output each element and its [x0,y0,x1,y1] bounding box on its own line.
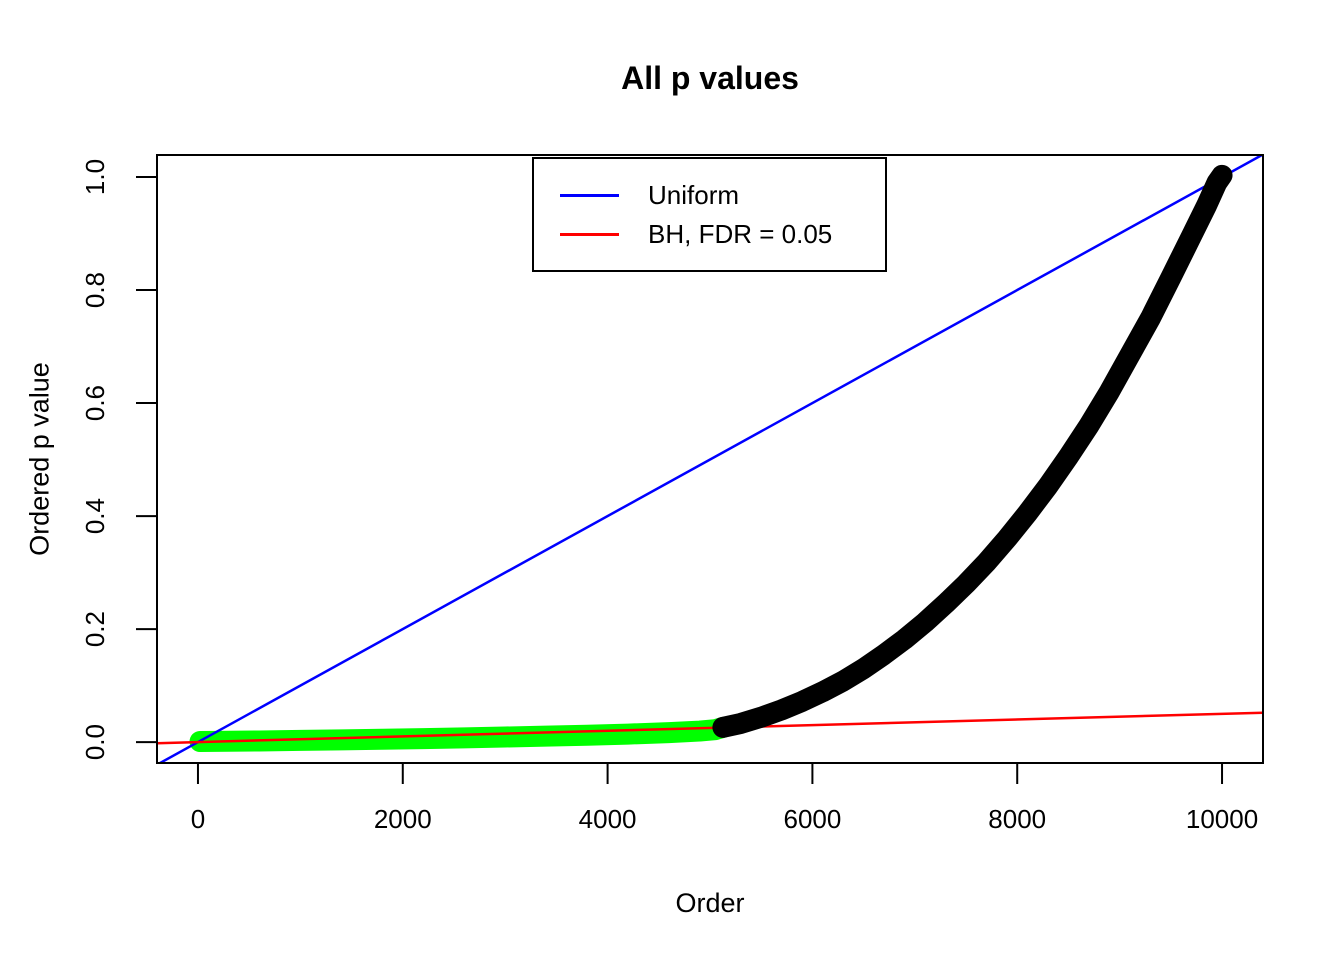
y-axis-tick-label: 0.2 [80,611,110,647]
y-axis-tick-label: 0.4 [80,498,110,534]
x-axis-label: Order [675,888,745,918]
uniform-line [157,155,1263,763]
plot-region [157,155,1263,763]
legend-label-uniform: Uniform [648,179,740,210]
y-axis-tick-label: 0.6 [80,385,110,421]
uniform-line-swatch [560,193,619,197]
x-axis-tick-label: 0 [191,804,205,834]
legend-box: Uniform BH, FDR = 0.05 [532,157,887,272]
legend-label-bh: BH, FDR = 0.05 [648,218,833,249]
bh-line [157,711,1263,745]
x-axis-tick-label: 4000 [579,804,637,834]
legend-entry-bh: BH, FDR = 0.05 [534,219,885,249]
legend-entry-uniform: Uniform [534,180,885,210]
x-axis-tick-label: 2000 [374,804,432,834]
y-axis-tick-label: 1.0 [80,159,110,195]
y-axis-tick-label: 0.8 [80,272,110,308]
y-axis-tick-label: 0.0 [80,724,110,760]
nonsignificant-points-series [712,164,1233,738]
y-axis-label: Ordered p value [24,362,55,556]
x-axis-tick-label: 10000 [1186,804,1258,834]
bh-line-swatch [560,232,619,236]
plot-border [156,154,1264,764]
chart-title: All p values [621,60,799,96]
x-axis-tick-label: 8000 [988,804,1046,834]
x-axis-tick-label: 6000 [783,804,841,834]
